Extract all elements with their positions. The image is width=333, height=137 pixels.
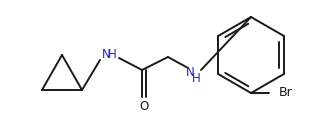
Text: O: O [140,99,149,112]
Text: Br: Br [279,86,293,99]
Text: N: N [185,66,194,79]
Text: N: N [102,48,110,62]
Text: H: H [191,72,200,85]
Text: H: H [108,48,116,62]
